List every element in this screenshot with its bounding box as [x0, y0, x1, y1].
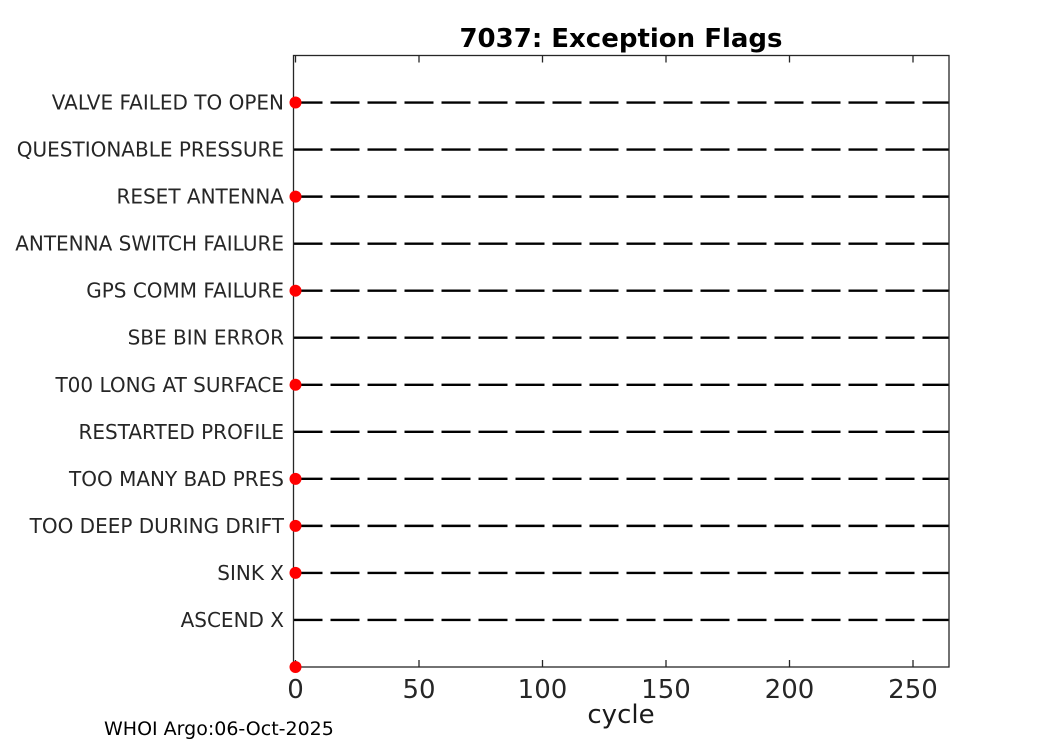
y-tick-label: SBE BIN ERROR — [128, 326, 285, 350]
y-tick-label: GPS COMM FAILURE — [86, 279, 284, 303]
y-tick-label: SINK X — [217, 561, 284, 585]
x-tick-label: 50 — [402, 675, 435, 705]
x-tick-label: 100 — [518, 675, 568, 705]
footer-credit: WHOI Argo:06-Oct-2025 — [104, 718, 334, 740]
x-tick-label: 250 — [888, 675, 938, 705]
y-tick-label: RESET ANTENNA — [116, 185, 284, 209]
chart-title: 7037: Exception Flags — [459, 24, 783, 54]
data-point-marker — [289, 661, 302, 673]
x-axis-label: cycle — [587, 700, 655, 730]
x-tick-label: 200 — [765, 675, 815, 705]
y-tick-label: QUESTIONABLE PRESSURE — [17, 138, 284, 162]
axes-box — [292, 54, 950, 668]
x-tick-label: 0 — [287, 675, 304, 705]
y-tick-label: T00 LONG AT SURFACE — [54, 373, 284, 397]
y-tick-label: VALVE FAILED TO OPEN — [52, 91, 284, 115]
data-point-marker — [289, 519, 302, 532]
data-point-marker — [289, 96, 302, 109]
data-point-marker — [289, 566, 302, 579]
y-tick-label: ASCEND X — [181, 608, 285, 632]
x-tick-label: 150 — [641, 675, 691, 705]
data-point-marker — [289, 472, 302, 485]
y-tick-label: TOO MANY BAD PRES — [68, 467, 284, 491]
y-tick-label: RESTARTED PROFILE — [78, 420, 284, 444]
data-point-marker — [289, 190, 302, 203]
y-tick-label: TOO DEEP DURING DRIFT — [29, 514, 285, 538]
y-tick-label: ANTENNA SWITCH FAILURE — [15, 232, 284, 256]
data-point-marker — [289, 284, 302, 297]
data-point-marker — [289, 378, 302, 391]
